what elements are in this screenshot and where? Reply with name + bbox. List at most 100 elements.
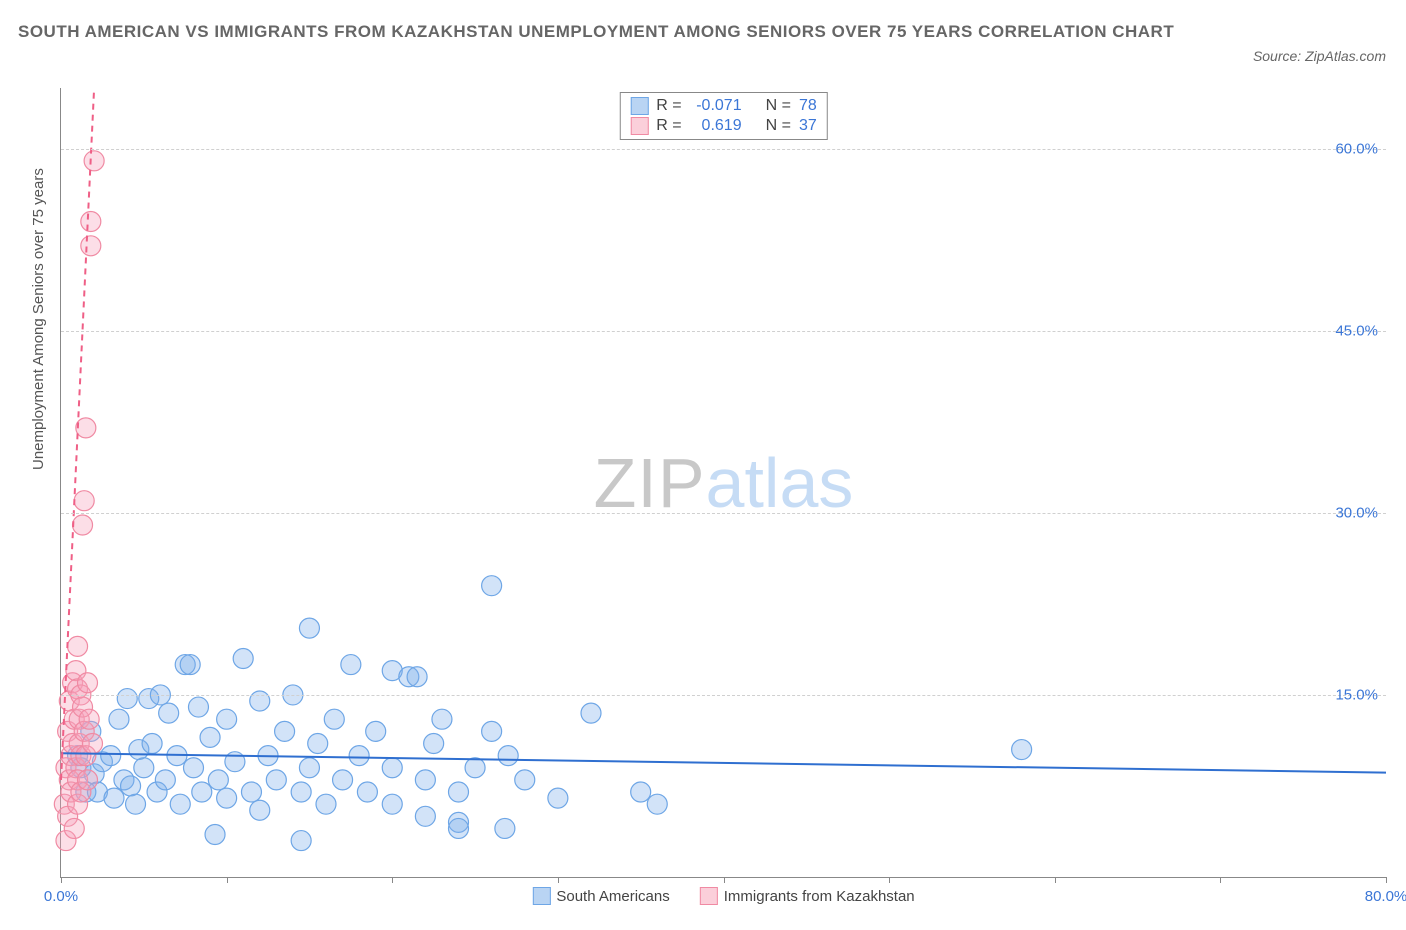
trend-line — [61, 753, 1386, 772]
gridline — [61, 513, 1386, 514]
x-tick-mark — [889, 877, 890, 883]
x-tick-label: 80.0% — [1365, 888, 1406, 905]
data-point — [73, 515, 93, 535]
data-point — [170, 794, 190, 814]
data-point — [78, 673, 98, 693]
data-point — [324, 709, 344, 729]
data-point — [64, 818, 84, 838]
data-point — [449, 818, 469, 838]
data-point — [299, 758, 319, 778]
chart-title: SOUTH AMERICAN VS IMMIGRANTS FROM KAZAKH… — [18, 18, 1286, 45]
x-tick-mark — [558, 877, 559, 883]
legend-swatch — [700, 887, 718, 905]
data-point — [82, 733, 102, 753]
data-point — [647, 794, 667, 814]
legend-row: R = -0.071 N = 78 — [630, 97, 816, 115]
y-tick-label: 30.0% — [1335, 504, 1378, 521]
data-point — [357, 782, 377, 802]
data-point — [101, 746, 121, 766]
data-point — [74, 491, 94, 511]
data-point — [134, 758, 154, 778]
data-point — [155, 770, 175, 790]
data-point — [316, 794, 336, 814]
data-point — [188, 697, 208, 717]
data-point — [291, 782, 311, 802]
data-point — [159, 703, 179, 723]
data-point — [498, 746, 518, 766]
data-point — [126, 794, 146, 814]
legend-swatch — [630, 117, 648, 135]
data-point — [275, 721, 295, 741]
data-point — [81, 212, 101, 232]
data-point — [266, 770, 286, 790]
data-point — [217, 788, 237, 808]
data-point — [117, 689, 137, 709]
data-point — [424, 733, 444, 753]
data-point — [142, 733, 162, 753]
data-point — [333, 770, 353, 790]
data-point — [81, 236, 101, 256]
data-point — [241, 782, 261, 802]
data-point — [184, 758, 204, 778]
legend-r-label: R = — [656, 97, 681, 115]
data-point — [407, 667, 427, 687]
legend-item: Immigrants from Kazakhstan — [700, 887, 915, 905]
x-tick-mark — [227, 877, 228, 883]
plot-area: ZIPatlas R = -0.071 N = 78 R = 0.619 N =… — [60, 88, 1386, 878]
y-tick-label: 15.0% — [1335, 686, 1378, 703]
data-point — [192, 782, 212, 802]
data-point — [217, 709, 237, 729]
data-point — [233, 649, 253, 669]
legend-label: Immigrants from Kazakhstan — [724, 888, 915, 905]
data-point — [200, 727, 220, 747]
y-tick-label: 60.0% — [1335, 140, 1378, 157]
data-point — [432, 709, 452, 729]
data-point — [79, 709, 99, 729]
data-point — [299, 618, 319, 638]
legend-n-value: 78 — [799, 97, 817, 115]
legend-n-label: N = — [766, 97, 791, 115]
legend-r-label: R = — [656, 117, 681, 135]
gridline — [61, 149, 1386, 150]
data-point — [349, 746, 369, 766]
legend-swatch — [532, 887, 550, 905]
data-point — [1012, 740, 1032, 760]
data-point — [495, 818, 515, 838]
data-point — [415, 806, 435, 826]
gridline — [61, 331, 1386, 332]
legend-swatch — [630, 97, 648, 115]
legend-item: South Americans — [532, 887, 669, 905]
data-point — [84, 151, 104, 171]
plot-svg — [61, 88, 1386, 877]
series-legend: South Americans Immigrants from Kazakhst… — [532, 887, 914, 905]
x-tick-mark — [1055, 877, 1056, 883]
data-point — [482, 721, 502, 741]
x-tick-mark — [1220, 877, 1221, 883]
data-point — [515, 770, 535, 790]
x-tick-mark — [61, 877, 62, 883]
y-tick-label: 45.0% — [1335, 322, 1378, 339]
data-point — [109, 709, 129, 729]
x-tick-mark — [1386, 877, 1387, 883]
data-point — [208, 770, 228, 790]
data-point — [631, 782, 651, 802]
data-point — [382, 758, 402, 778]
gridline — [61, 695, 1386, 696]
legend-label: South Americans — [556, 888, 669, 905]
data-point — [548, 788, 568, 808]
data-point — [382, 794, 402, 814]
legend-n-label: N = — [766, 117, 791, 135]
source-label: Source: ZipAtlas.com — [1253, 48, 1386, 64]
x-tick-mark — [392, 877, 393, 883]
data-point — [308, 733, 328, 753]
legend-r-value: 0.619 — [690, 117, 742, 135]
data-point — [78, 770, 98, 790]
data-point — [415, 770, 435, 790]
data-point — [104, 788, 124, 808]
data-point — [205, 825, 225, 845]
data-point — [581, 703, 601, 723]
data-point — [482, 576, 502, 596]
data-point — [180, 655, 200, 675]
data-point — [366, 721, 386, 741]
data-point — [291, 831, 311, 851]
